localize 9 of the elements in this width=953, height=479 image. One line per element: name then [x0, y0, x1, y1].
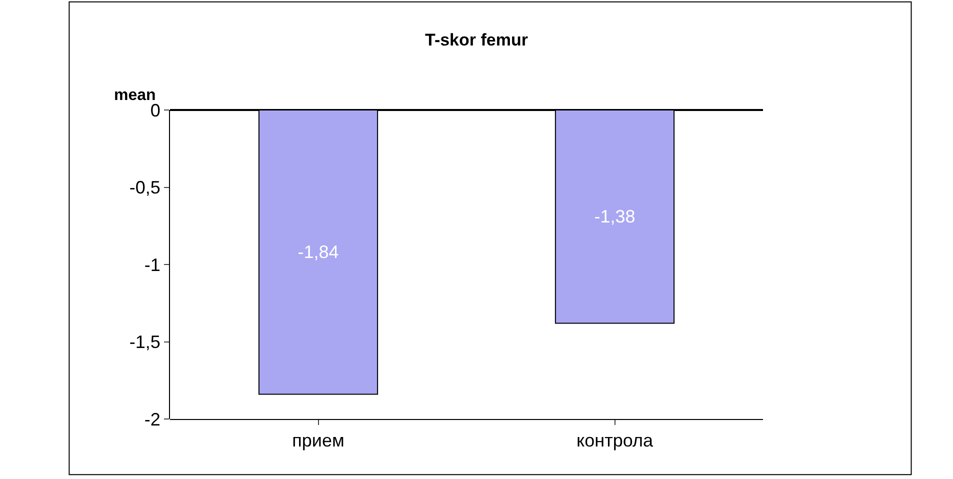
data-label: -1,84	[298, 242, 339, 262]
data-label: -1,38	[594, 206, 636, 227]
y-tick-label: -1	[144, 254, 160, 275]
y-tick-label: -2	[144, 409, 160, 430]
y-tick-label: -0,5	[129, 178, 160, 198]
y-tick-label: -1,5	[129, 332, 160, 352]
x-tick-label: прием	[292, 430, 344, 451]
x-tick-label: контрола	[576, 430, 654, 451]
chart-title: T-skor femur	[425, 30, 528, 50]
